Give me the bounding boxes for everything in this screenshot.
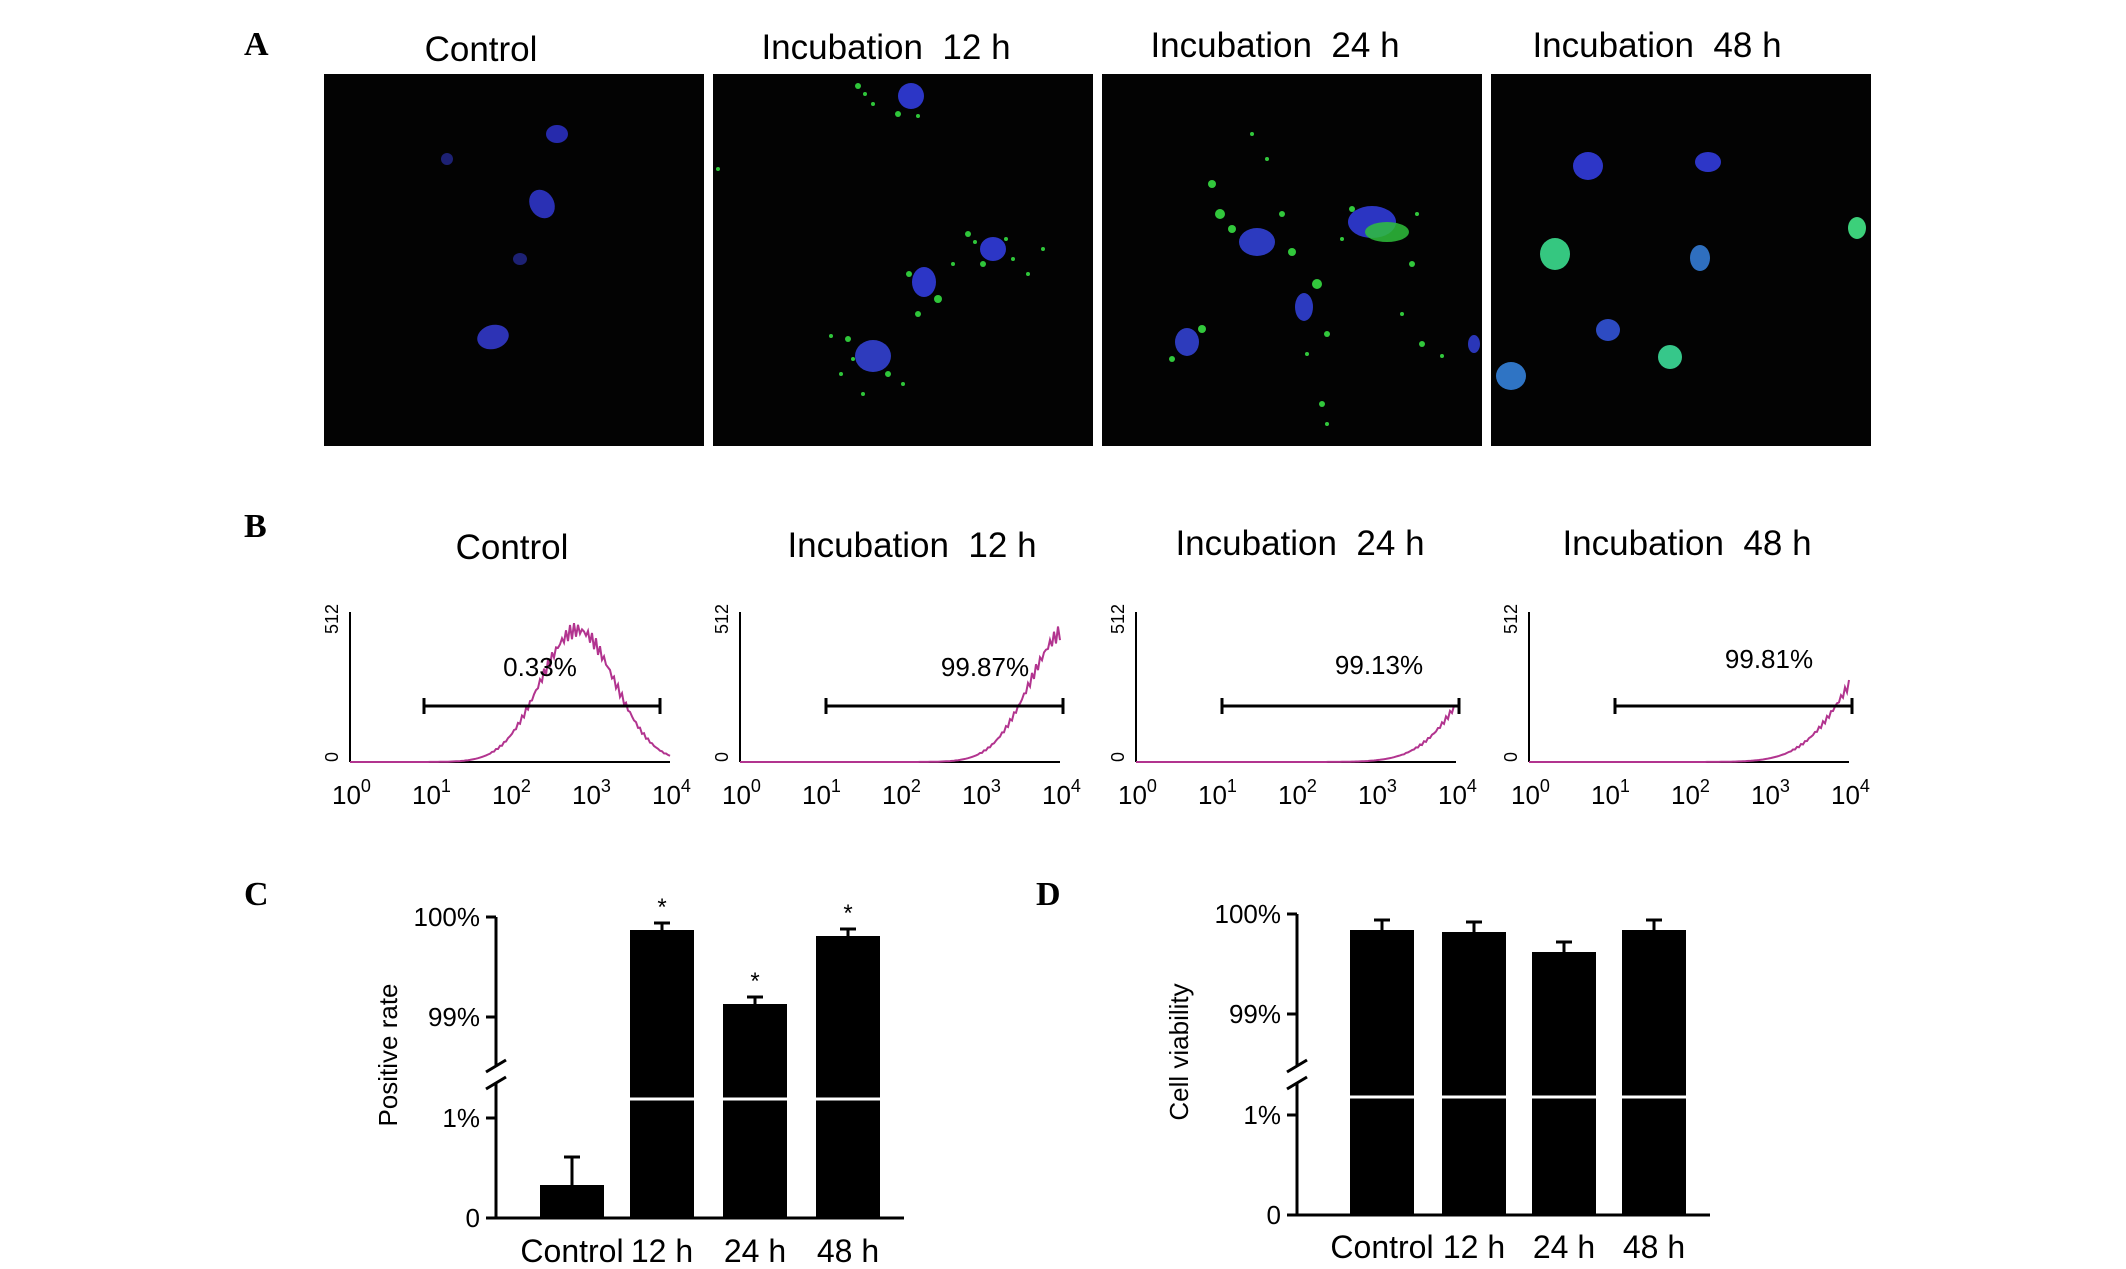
bar-24h: [723, 1004, 787, 1218]
histogram-x-tick-label: 100: [1118, 776, 1157, 810]
histogram-y-tick-512: 512: [712, 604, 732, 634]
micrograph-control: [324, 74, 704, 446]
histogram-x-tick-label: 100: [1511, 776, 1550, 810]
histogram-y-tick-512: 512: [322, 604, 342, 634]
histogram-y-tick-0: 0: [1501, 752, 1521, 762]
gate-percentage: 99.13%: [1335, 650, 1423, 680]
bar-48h: [1622, 930, 1686, 1215]
micrograph-title-control: Control: [424, 30, 538, 69]
histogram-x-tick-label: 102: [1278, 776, 1317, 810]
histogram-title-12h: Incubation 12 h: [787, 526, 1037, 565]
histogram-title-24h: Incubation 24 h: [1175, 524, 1425, 563]
histogram-x-tick-label: 102: [882, 776, 921, 810]
significance-star: *: [657, 894, 666, 921]
panel-label-c: C: [244, 876, 269, 913]
y-tick-label: 0: [466, 1203, 480, 1233]
x-category-label: 48 h: [1623, 1229, 1685, 1265]
bar-12h: [630, 930, 694, 1218]
panel-label-d: D: [1036, 876, 1061, 913]
panel-label-a: A: [244, 26, 269, 63]
y-tick-label: 0: [1267, 1200, 1281, 1230]
significance-star: *: [750, 968, 759, 995]
y-axis-label: Cell viability: [1164, 983, 1194, 1120]
y-tick-label: 99%: [428, 1002, 480, 1032]
significance-star: *: [843, 900, 852, 927]
y-tick-label: 1%: [1243, 1100, 1281, 1130]
histogram-curve: [1136, 704, 1457, 763]
y-tick-label: 100%: [1215, 899, 1282, 929]
y-tick-label: 100%: [414, 902, 481, 932]
x-category-label: Control: [1330, 1229, 1433, 1265]
histogram-x-tick-label: 100: [722, 776, 761, 810]
histogram-x-tick-label: 104: [1438, 776, 1477, 810]
axis-break-mark: [1286, 1058, 1308, 1074]
histogram-title-control: Control: [455, 528, 569, 567]
micrograph-title-24h: Incubation 24 h: [1150, 26, 1400, 65]
panel-label-b: B: [244, 508, 267, 545]
bar-24h: [1532, 952, 1596, 1215]
axis-break-mark: [485, 1075, 507, 1091]
x-category-label: 24 h: [1533, 1229, 1595, 1265]
bar-48h: [816, 936, 880, 1218]
histogram-x-tick-label: 101: [412, 776, 451, 810]
bar-control: [1350, 930, 1414, 1215]
histogram-x-tick-label: 104: [1042, 776, 1081, 810]
gate-percentage: 0.33%: [503, 652, 577, 682]
histogram-x-tick-label: 104: [652, 776, 691, 810]
histogram-curve: [740, 626, 1061, 763]
bar-12h: [1442, 932, 1506, 1215]
x-category-label: 12 h: [631, 1233, 693, 1269]
y-axis-label: Positive rate: [373, 983, 403, 1126]
x-category-label: 24 h: [724, 1233, 786, 1269]
histogram-y-tick-512: 512: [1108, 604, 1128, 634]
histogram-x-tick-label: 103: [1751, 776, 1790, 810]
histogram-x-tick-label: 101: [802, 776, 841, 810]
histogram-y-tick-0: 0: [322, 752, 342, 762]
histogram-x-tick-label: 101: [1198, 776, 1237, 810]
y-tick-label: 1%: [442, 1103, 480, 1133]
histogram-y-tick-0: 0: [712, 752, 732, 762]
histogram-x-tick-label: 102: [1671, 776, 1710, 810]
histogram-x-tick-label: 103: [1358, 776, 1397, 810]
histogram-y-tick-512: 512: [1501, 604, 1521, 634]
x-category-label: Control: [520, 1233, 623, 1269]
histogram-x-tick-label: 101: [1591, 776, 1630, 810]
x-category-label: 12 h: [1443, 1229, 1505, 1265]
histogram-y-tick-0: 0: [1108, 752, 1128, 762]
micrograph-title-12h: Incubation 12 h: [761, 28, 1011, 67]
histogram-x-tick-label: 100: [332, 776, 371, 810]
bar-control: [540, 1185, 604, 1218]
axis-break-mark: [485, 1058, 507, 1074]
histogram-curve: [1529, 679, 1850, 763]
axis-break-mark: [1286, 1075, 1308, 1091]
micrograph-title-48h: Incubation 48 h: [1532, 26, 1782, 65]
x-category-label: 48 h: [817, 1233, 879, 1269]
gate-percentage: 99.87%: [941, 652, 1029, 682]
histogram-title-48h: Incubation 48 h: [1562, 524, 1812, 563]
histogram-curve: [350, 622, 671, 763]
y-tick-label: 99%: [1229, 999, 1281, 1029]
micrograph-48h: [1491, 74, 1871, 446]
micrograph-12h: [713, 74, 1093, 446]
gate-percentage: 99.81%: [1725, 644, 1813, 674]
micrograph-24h: [1102, 74, 1482, 446]
histogram-x-tick-label: 103: [572, 776, 611, 810]
histogram-x-tick-label: 104: [1831, 776, 1870, 810]
histogram-x-tick-label: 103: [962, 776, 1001, 810]
histogram-x-tick-label: 102: [492, 776, 531, 810]
